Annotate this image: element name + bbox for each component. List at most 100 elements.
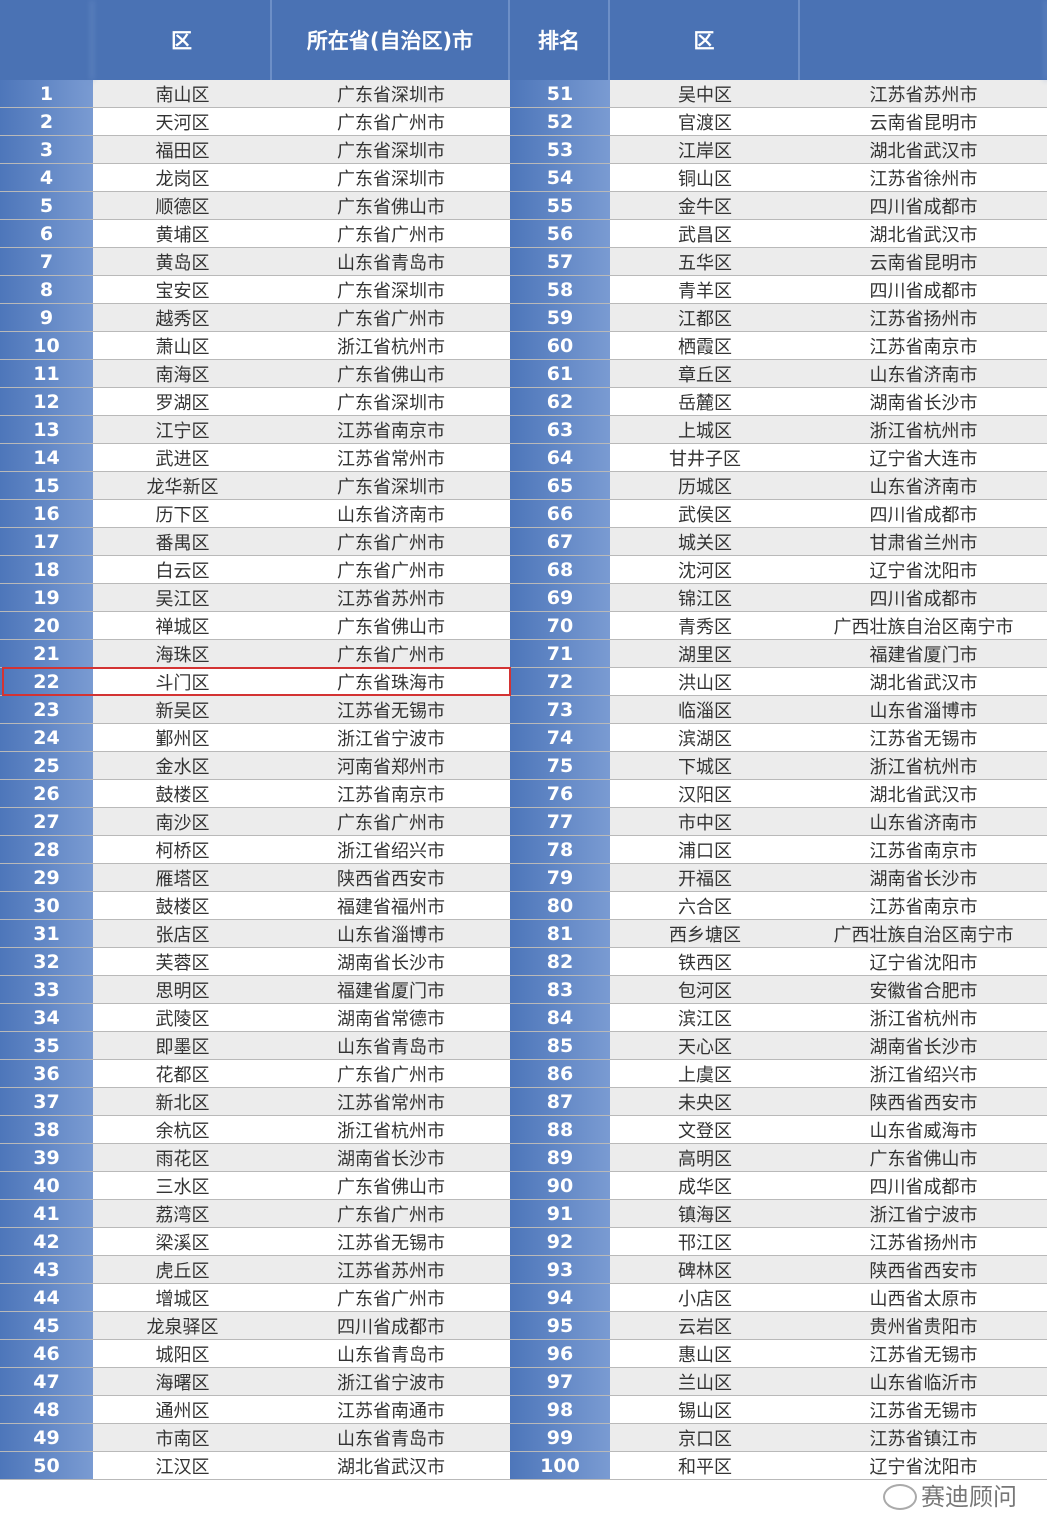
district-cell: 临淄区 xyxy=(678,700,732,722)
table-row: 36 花都区 广东省广州市 86 上虞区 浙江省绍兴市 xyxy=(0,1060,1047,1088)
city-cell: 江苏省苏州市 xyxy=(337,588,445,610)
table-row: 31 张店区 山东省淄博市 81 西乡塘区 广西壮族自治区南宁市 xyxy=(0,920,1047,948)
city-cell: 江苏省扬州市 xyxy=(869,1232,978,1254)
district-cell: 越秀区 xyxy=(155,308,210,330)
table-row: 39 雨花区 湖南省长沙市 89 高明区 广东省佛山市 xyxy=(0,1144,1047,1172)
district-cell: 芙蓉区 xyxy=(155,952,210,974)
district-cell: 江宁区 xyxy=(155,420,210,442)
rank-cell: 65 xyxy=(510,472,610,499)
rank-cell: 12 xyxy=(0,388,93,415)
rank-cell: 1 xyxy=(0,80,93,107)
city-cell: 浙江省杭州市 xyxy=(869,1008,978,1030)
rank-cell: 17 xyxy=(0,528,93,555)
city-cell: 江苏省常州市 xyxy=(337,448,445,470)
city-cell: 江苏省苏州市 xyxy=(869,84,978,106)
rank-cell: 64 xyxy=(510,444,610,471)
table-row: 23 新吴区 江苏省无锡市 73 临淄区 山东省淄博市 xyxy=(0,696,1047,724)
district-cell: 天河区 xyxy=(155,112,210,134)
header-rank-2: 排名 xyxy=(510,0,610,80)
city-cell: 陕西省西安市 xyxy=(869,1092,978,1114)
district-cell: 高明区 xyxy=(678,1148,732,1170)
district-cell: 鼓楼区 xyxy=(155,784,210,806)
city-cell: 江苏省无锡市 xyxy=(869,1400,978,1422)
district-cell: 滨江区 xyxy=(678,1008,732,1030)
city-cell: 福建省福州市 xyxy=(337,896,445,918)
rank-cell: 84 xyxy=(510,1004,610,1031)
city-cell: 四川省成都市 xyxy=(869,588,978,610)
district-cell: 江岸区 xyxy=(678,140,732,162)
district-cell: 文登区 xyxy=(678,1120,732,1142)
table-row: 24 鄞州区 浙江省宁波市 74 滨湖区 江苏省无锡市 xyxy=(0,724,1047,752)
city-cell: 湖南省长沙市 xyxy=(869,392,978,414)
rank-cell: 70 xyxy=(510,612,610,639)
city-cell: 浙江省宁波市 xyxy=(337,728,445,750)
rank-cell: 15 xyxy=(0,472,93,499)
rank-cell: 54 xyxy=(510,164,610,191)
rank-cell: 13 xyxy=(0,416,93,443)
rank-cell: 31 xyxy=(0,920,93,947)
watermark: 赛迪顾问 xyxy=(883,1482,1017,1512)
city-cell: 辽宁省沈阳市 xyxy=(869,1456,978,1478)
header-district-2: 区 xyxy=(610,0,800,80)
table-row: 12 罗湖区 广东省深圳市 62 岳麓区 湖南省长沙市 xyxy=(0,388,1047,416)
city-cell: 广东省深圳市 xyxy=(337,392,445,414)
district-cell: 江都区 xyxy=(678,308,732,330)
rank-cell: 2 xyxy=(0,108,93,135)
district-cell: 荔湾区 xyxy=(155,1204,210,1226)
city-cell: 安徽省合肥市 xyxy=(869,980,978,1002)
district-cell: 湖里区 xyxy=(678,644,732,666)
table-row: 32 芙蓉区 湖南省长沙市 82 铁西区 辽宁省沈阳市 xyxy=(0,948,1047,976)
district-cell: 碑林区 xyxy=(678,1260,732,1282)
city-cell: 广东省佛山市 xyxy=(337,1176,445,1198)
table-row: 18 白云区 广东省广州市 68 沈河区 辽宁省沈阳市 xyxy=(0,556,1047,584)
table-row: 43 虎丘区 江苏省苏州市 93 碑林区 陕西省西安市 xyxy=(0,1256,1047,1284)
city-cell: 广东省广州市 xyxy=(337,1204,445,1226)
city-cell: 江苏省徐州市 xyxy=(869,168,978,190)
rank-cell: 19 xyxy=(0,584,93,611)
district-cell: 吴中区 xyxy=(678,84,732,106)
city-cell: 江苏省无锡市 xyxy=(869,728,978,750)
table-row: 46 城阳区 山东省青岛市 96 惠山区 江苏省无锡市 xyxy=(0,1340,1047,1368)
district-cell: 甘井子区 xyxy=(669,448,741,470)
district-cell: 江汉区 xyxy=(155,1456,210,1478)
district-cell: 余杭区 xyxy=(155,1120,210,1142)
rank-cell: 25 xyxy=(0,752,93,779)
rank-cell: 28 xyxy=(0,836,93,863)
city-cell: 浙江省杭州市 xyxy=(869,756,978,778)
rank-cell: 82 xyxy=(510,948,610,975)
city-cell: 山东省青岛市 xyxy=(337,1344,445,1366)
district-cell: 城关区 xyxy=(678,532,732,554)
city-cell: 广东省珠海市 xyxy=(337,672,445,694)
district-cell: 岳麓区 xyxy=(678,392,732,414)
city-cell: 辽宁省大连市 xyxy=(869,448,978,470)
city-cell: 浙江省宁波市 xyxy=(869,1204,978,1226)
district-cell: 历下区 xyxy=(155,504,210,526)
city-cell: 山东省济南市 xyxy=(869,476,978,498)
city-cell: 山东省临沂市 xyxy=(869,1372,978,1394)
table-row: 50 江汉区 湖北省武汉市 100 和平区 辽宁省沈阳市 xyxy=(0,1452,1047,1480)
city-cell: 山东省济南市 xyxy=(337,504,445,526)
city-cell: 山东省青岛市 xyxy=(337,1036,445,1058)
table-row: 45 龙泉驿区 四川省成都市 95 云岩区 贵州省贵阳市 xyxy=(0,1312,1047,1340)
table-row: 13 江宁区 江苏省南京市 63 上城区 浙江省杭州市 xyxy=(0,416,1047,444)
district-cell: 雨花区 xyxy=(155,1148,210,1170)
district-cell: 章丘区 xyxy=(678,364,732,386)
rank-cell: 86 xyxy=(510,1060,610,1087)
table-row: 38 余杭区 浙江省杭州市 88 文登区 山东省威海市 xyxy=(0,1116,1047,1144)
rank-cell: 57 xyxy=(510,248,610,275)
table-row: 25 金水区 河南省郑州市 75 下城区 浙江省杭州市 xyxy=(0,752,1047,780)
city-cell: 湖北省武汉市 xyxy=(337,1456,445,1478)
city-cell: 湖北省武汉市 xyxy=(869,224,978,246)
rank-cell: 66 xyxy=(510,500,610,527)
district-cell: 汉阳区 xyxy=(678,784,732,806)
district-cell: 包河区 xyxy=(678,980,732,1002)
district-cell: 吴江区 xyxy=(155,588,210,610)
district-cell: 武陵区 xyxy=(155,1008,210,1030)
rank-cell: 92 xyxy=(510,1228,610,1255)
city-cell: 贵州省贵阳市 xyxy=(869,1316,978,1338)
table-row: 44 增城区 广东省广州市 94 小店区 山西省太原市 xyxy=(0,1284,1047,1312)
city-cell: 广东省广州市 xyxy=(337,1288,445,1310)
rank-cell: 50 xyxy=(0,1452,93,1479)
rank-cell: 51 xyxy=(510,80,610,107)
rank-cell: 81 xyxy=(510,920,610,947)
